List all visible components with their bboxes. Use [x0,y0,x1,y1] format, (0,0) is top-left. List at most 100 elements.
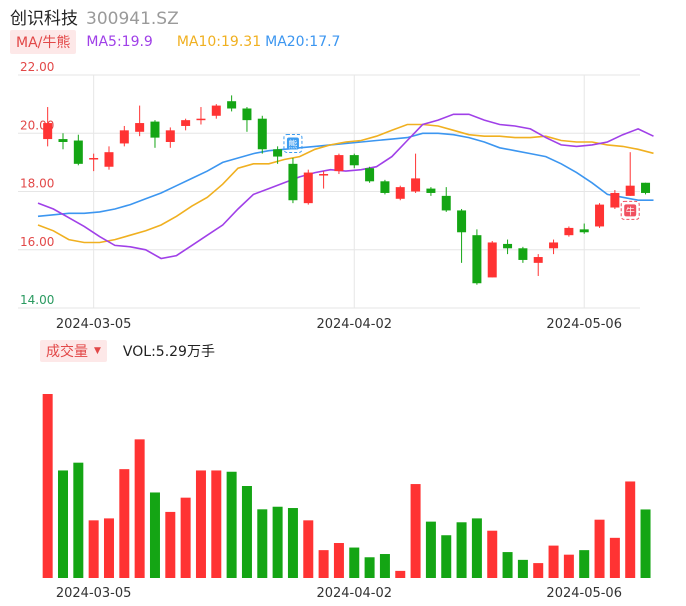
volume-bar [579,550,590,578]
candle-body [457,210,467,233]
x-tick-label: 2024-04-02 [316,317,392,332]
bull-marker-label: 牛 [626,205,635,217]
x-tick-label: 2024-03-05 [56,586,132,601]
candle [43,107,53,147]
volume-bar [303,520,314,578]
volume-bar [134,439,145,578]
candle [119,125,129,147]
candle-body [334,155,344,172]
bear-marker-badge [286,137,299,150]
candle-body [73,140,83,164]
candle [411,153,421,193]
volume-bar [349,547,360,578]
candle [426,187,436,196]
candle [472,229,482,285]
candle [181,118,191,131]
volume-bar [441,535,452,578]
candle [303,169,313,205]
ma20-legend: MA20:17.7 [265,34,341,50]
candle [319,171,329,189]
candle [165,127,175,148]
volume-bar [57,470,68,578]
candle-body [349,155,359,166]
volume-bar [195,470,206,578]
volume-bar [211,470,222,578]
volume-legend: 成交量 ▼ VOL:5.29万手 [40,340,215,362]
candle [533,254,543,276]
volume-bar [502,552,513,578]
candle [242,107,252,132]
volume-bar [594,519,605,578]
candle [135,105,145,137]
candle-body [595,204,605,227]
candle [457,208,467,263]
candle [380,179,390,195]
stock-code: 300941.SZ [86,9,179,29]
candle-body [533,257,543,263]
bull-marker: 牛 [620,200,640,220]
volume-bar [226,471,237,578]
stock-header: 创识科技 300941.SZ [10,4,179,29]
volume-bar [425,521,436,578]
candle-body [487,242,497,278]
ma-legend: MA/牛熊 MA5:19.9 MA10:19.31 MA20:17.7 [10,30,340,54]
candle-body [549,242,559,249]
candle-body [579,229,589,233]
volume-bar [517,559,528,578]
volume-bar [609,537,620,578]
caret-down-icon: ▼ [94,346,101,356]
candle [641,182,651,195]
volume-bar [73,462,84,578]
candle-body [89,158,99,160]
candle [610,190,620,209]
candle [73,134,83,166]
candle-body [104,152,114,167]
candle-body [319,174,329,176]
y-tick-label: 16.00 [20,235,54,249]
candle [257,115,267,154]
volume-bar [410,484,421,578]
candle [196,107,206,125]
candle-body [273,149,283,157]
volume-bar [333,543,344,578]
candle-body [242,108,252,121]
candle-body [365,168,375,182]
ma-indicator-button[interactable]: MA/牛熊 [10,30,77,54]
candle-body [288,163,298,201]
candlesticks [43,95,651,285]
candle-body [165,130,175,142]
signal-markers: 熊牛 [283,133,640,220]
candle [595,203,605,228]
candle-body [564,227,574,236]
price-y-axis: 22.00 20.00 18.00 16.00 14.00 [20,60,54,307]
volume-bar [318,550,329,578]
candle [349,153,359,169]
candle-body [395,187,405,199]
volume-indicator-button[interactable]: 成交量 ▼ [40,340,107,362]
candle-body [196,118,206,121]
candle-body [119,130,129,144]
ma5-legend: MA5:19.9 [86,34,153,50]
volume-bar [272,506,283,578]
x-tick-label: 2024-05-06 [546,317,622,332]
candle-body [411,178,421,192]
ma10-legend: MA10:19.31 [176,34,262,50]
candle [150,120,160,148]
candle [104,146,114,170]
volume-bar [42,394,53,578]
volume-bar [149,492,160,578]
x-tick-label: 2024-04-02 [316,586,392,601]
volume-bar [456,522,467,578]
candle [288,158,298,204]
candle [395,185,405,201]
volume-bars [42,394,651,578]
volume-bar [640,509,651,578]
volume-bar [119,469,130,578]
bull-marker-frame [620,200,640,220]
candle-body [472,235,482,284]
candle-body [227,101,237,109]
candle [58,133,68,150]
volume-bar [563,554,574,578]
y-tick-label: 20.00 [20,118,54,132]
